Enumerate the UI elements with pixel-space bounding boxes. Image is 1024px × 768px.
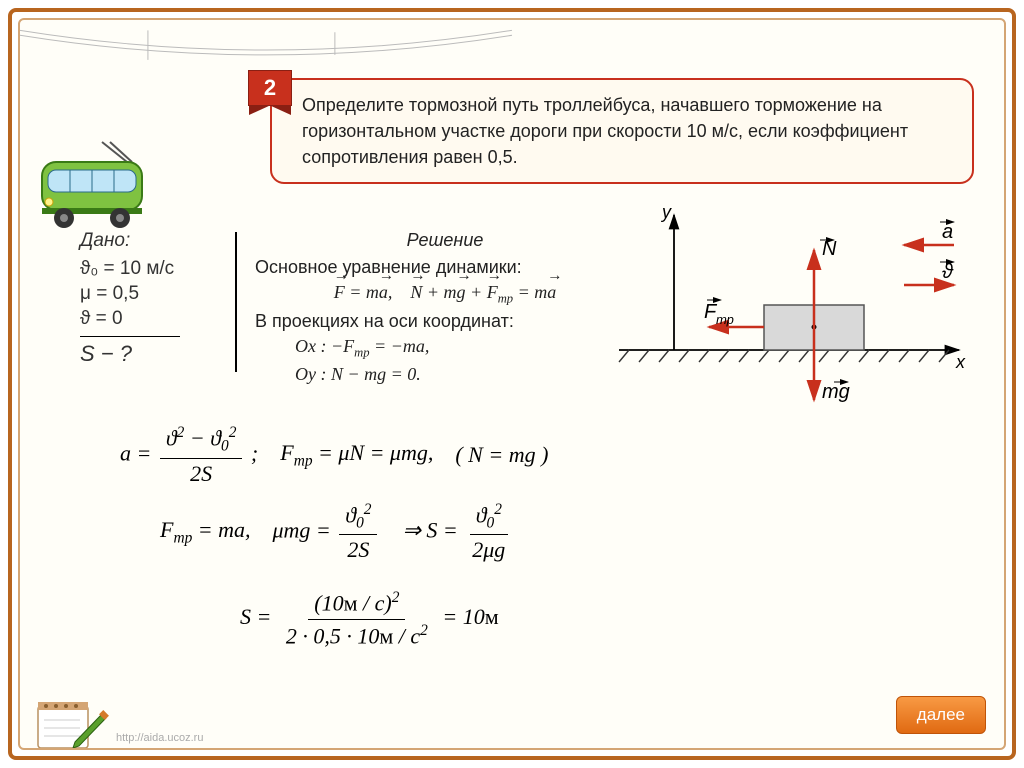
force-diagram: y x N (604, 200, 974, 420)
given-title: Дано: (80, 230, 230, 252)
solution-ox: Ox : −Fтр = −ma, (255, 336, 635, 361)
solution-eq1: F = ma, N + mg + Fтр = ma (255, 282, 635, 307)
solution-line1: Основное уравнение динамики: (255, 257, 635, 278)
problem-statement: Определите тормозной путь троллейбуса, н… (270, 78, 974, 184)
svg-text:a: a (942, 221, 953, 243)
axis-x-label: x (955, 352, 966, 372)
derivation-equations: a = ϑ2 − ϑ022S ; Fтр = μN = μmg, ( N = m… (120, 410, 954, 663)
divider (235, 232, 237, 372)
trolley-wires (20, 20, 1004, 80)
svg-text:ϑ: ϑ (942, 261, 954, 283)
given-v0: ϑ₀ = 10 м/с (80, 258, 230, 280)
svg-text:N: N (822, 238, 837, 260)
svg-text:тр: тр (716, 312, 734, 327)
given-find: S − ? (80, 341, 230, 367)
given-mu: μ = 0,5 (80, 283, 230, 305)
solution-block: Решение Основное уравнение динамики: F =… (255, 230, 635, 389)
svg-text:mg: mg (822, 381, 850, 403)
next-button[interactable]: далее (896, 696, 986, 734)
notepad-icon (30, 694, 110, 750)
axis-y-label: y (660, 202, 672, 222)
solution-oy: Oy : N − mg = 0. (255, 364, 635, 385)
site-url: http://aida.ucoz.ru (116, 732, 203, 744)
given-v: ϑ = 0 (80, 308, 230, 330)
problem-number-tab: 2 (248, 70, 292, 106)
given-block: Дано: ϑ₀ = 10 м/с μ = 0,5 ϑ = 0 S − ? (80, 230, 230, 367)
solution-line2: В проекциях на оси координат: (255, 311, 635, 332)
solution-title: Решение (255, 230, 635, 251)
trolleybus-image (32, 140, 152, 230)
